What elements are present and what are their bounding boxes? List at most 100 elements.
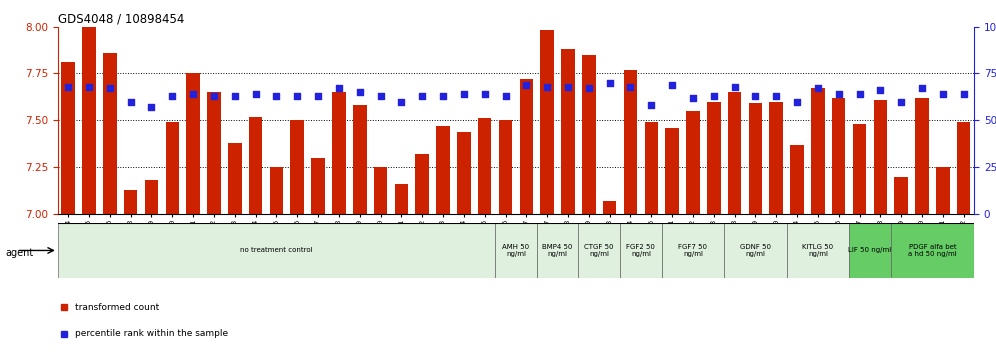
Text: CTGF 50
ng/ml: CTGF 50 ng/ml	[585, 244, 614, 257]
Bar	[850, 223, 890, 278]
Point	[435, 93, 451, 99]
Point	[164, 93, 180, 99]
Point	[269, 93, 285, 99]
Point	[456, 91, 472, 97]
Bar	[124, 190, 137, 214]
Text: FGF7 50
ng/ml: FGF7 50 ng/ml	[678, 244, 707, 257]
Text: AMH 50
ng/ml: AMH 50 ng/ml	[502, 244, 530, 257]
Text: LIF 50 ng/ml: LIF 50 ng/ml	[849, 247, 891, 253]
Bar	[873, 100, 887, 214]
Bar	[291, 120, 304, 214]
Text: BMP4 50
ng/ml: BMP4 50 ng/ml	[543, 244, 573, 257]
Bar	[312, 158, 325, 214]
Point	[331, 86, 347, 91]
Bar	[623, 70, 637, 214]
Point	[581, 86, 597, 91]
Bar	[520, 79, 533, 214]
Text: FGF2 50
ng/ml: FGF2 50 ng/ml	[626, 244, 655, 257]
Bar	[62, 62, 75, 214]
Point	[664, 82, 680, 87]
Point	[685, 95, 701, 101]
Bar	[811, 88, 825, 214]
Bar	[603, 201, 617, 214]
Point	[622, 84, 638, 90]
Point	[393, 99, 409, 104]
Point	[477, 91, 493, 97]
Bar	[353, 105, 367, 214]
Text: agent: agent	[5, 248, 33, 258]
Bar	[537, 223, 579, 278]
Text: GDS4048 / 10898454: GDS4048 / 10898454	[58, 12, 184, 25]
Bar	[853, 124, 867, 214]
Bar	[832, 98, 846, 214]
Point	[789, 99, 805, 104]
Point	[810, 86, 826, 91]
Bar	[228, 143, 242, 214]
Bar	[749, 103, 762, 214]
Point	[602, 80, 618, 86]
Bar	[661, 223, 724, 278]
Bar	[394, 184, 408, 214]
Point	[185, 91, 201, 97]
Bar	[728, 92, 741, 214]
Bar	[665, 128, 679, 214]
Bar	[724, 223, 787, 278]
Bar	[207, 92, 221, 214]
Point	[747, 93, 763, 99]
Bar	[165, 122, 179, 214]
Point	[227, 93, 243, 99]
Point	[539, 84, 555, 90]
Text: no treatment control: no treatment control	[240, 247, 313, 253]
Point	[60, 84, 76, 90]
Bar	[936, 167, 949, 214]
Bar	[686, 111, 700, 214]
Point	[143, 104, 159, 110]
Bar	[499, 120, 512, 214]
Bar	[270, 167, 283, 214]
Bar	[770, 102, 783, 214]
Text: GDNF 50
ng/ml: GDNF 50 ng/ml	[740, 244, 771, 257]
Bar	[332, 92, 346, 214]
Point	[498, 93, 514, 99]
Bar	[478, 119, 491, 214]
Point	[706, 93, 722, 99]
Bar	[415, 154, 429, 214]
Bar	[579, 223, 621, 278]
Bar	[436, 126, 450, 214]
Bar	[103, 53, 117, 214]
Bar	[790, 145, 804, 214]
Text: PDGF alfa bet
a hd 50 ng/ml: PDGF alfa bet a hd 50 ng/ml	[908, 244, 957, 257]
Bar	[495, 223, 537, 278]
Point	[560, 84, 576, 90]
Point	[935, 91, 951, 97]
Bar	[144, 181, 158, 214]
Point	[81, 84, 97, 90]
Point	[206, 93, 222, 99]
Text: KITLG 50
ng/ml: KITLG 50 ng/ml	[803, 244, 834, 257]
Bar	[58, 223, 495, 278]
Bar	[582, 55, 596, 214]
Point	[373, 93, 388, 99]
Bar	[457, 132, 471, 214]
Text: percentile rank within the sample: percentile rank within the sample	[76, 329, 228, 338]
Point	[289, 93, 305, 99]
Point	[518, 82, 534, 87]
Bar	[915, 98, 929, 214]
Point	[102, 86, 118, 91]
Bar	[83, 27, 96, 214]
Point	[893, 99, 909, 104]
Bar	[374, 167, 387, 214]
Bar	[890, 223, 974, 278]
Bar	[249, 116, 262, 214]
Point	[352, 90, 368, 95]
Point	[768, 93, 784, 99]
Point	[123, 99, 138, 104]
Bar	[707, 102, 720, 214]
Text: transformed count: transformed count	[76, 303, 159, 312]
Point	[956, 91, 972, 97]
Point	[727, 84, 743, 90]
Point	[831, 91, 847, 97]
Point	[643, 103, 659, 108]
Point	[872, 87, 888, 93]
Point	[414, 93, 430, 99]
